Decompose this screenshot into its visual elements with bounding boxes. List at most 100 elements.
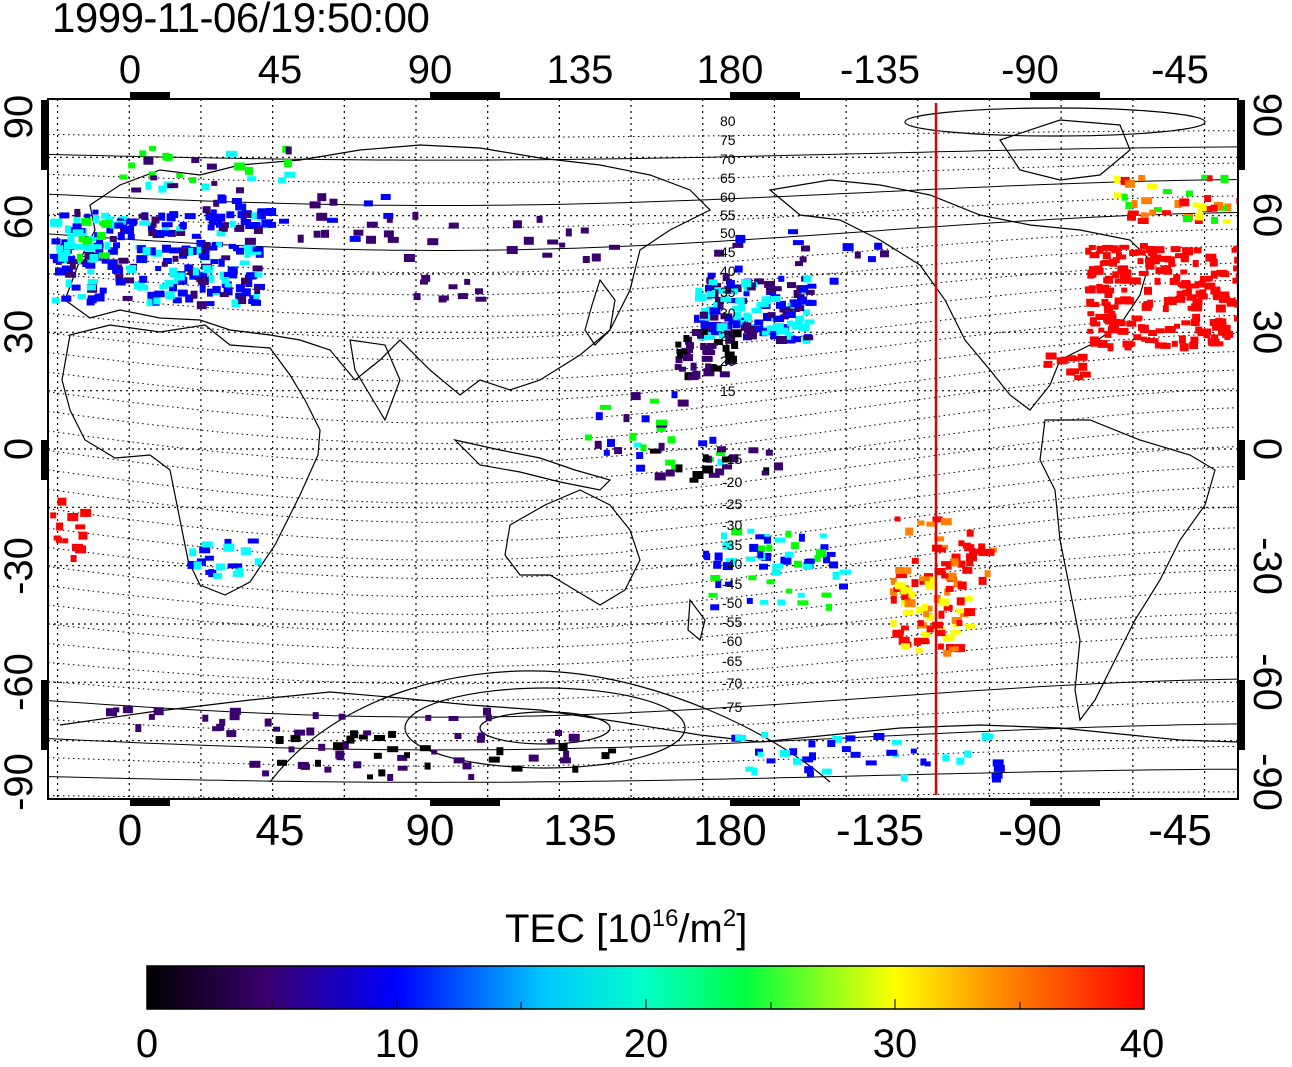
tec-sample	[1202, 276, 1213, 281]
tec-sample	[766, 545, 772, 552]
tec-sample	[713, 561, 721, 569]
tec-sample	[61, 296, 71, 302]
tec-sample	[1095, 268, 1104, 275]
lat-tick-right: 0	[1245, 438, 1289, 460]
tec-sample	[154, 707, 164, 715]
tec-sample	[127, 265, 136, 273]
tec-sample	[233, 571, 244, 577]
tec-sample	[992, 773, 1003, 779]
tec-sample	[1126, 321, 1136, 327]
tec-sample	[72, 285, 81, 291]
lon-tick-bottom: 90	[406, 806, 455, 855]
tec-sample	[744, 291, 750, 296]
tec-sample	[1128, 211, 1139, 216]
tec-sample	[185, 213, 196, 219]
tec-sample	[1148, 248, 1154, 256]
tec-sample	[941, 574, 948, 579]
tec-sample	[162, 222, 173, 227]
tec-sample	[387, 746, 398, 752]
contour-label: -50	[722, 595, 742, 611]
tec-sample	[116, 279, 126, 286]
tec-sample	[803, 564, 813, 570]
tec-sample	[257, 208, 268, 213]
tec-sample	[205, 556, 214, 561]
tec-sample	[1266, 173, 1277, 180]
tec-sample	[247, 176, 256, 181]
tec-sample	[1280, 182, 1289, 189]
lat-tick-left: 0	[0, 438, 41, 460]
tec-sample	[563, 751, 569, 758]
tec-sample	[367, 774, 373, 779]
tec-sample	[213, 573, 222, 579]
tec-sample	[1272, 292, 1282, 298]
tec-sample	[1103, 277, 1113, 283]
tec-sample	[84, 244, 95, 251]
tec-sample	[1272, 272, 1283, 279]
tec-sample	[1067, 355, 1076, 361]
tec-sample	[751, 768, 757, 776]
tec-sample	[57, 498, 66, 506]
tec-sample	[1147, 300, 1153, 308]
contour-labels: 8075706560555045403530252015-15-20-25-30…	[720, 113, 742, 715]
mlat-contour	[48, 613, 1238, 667]
mlat-contour	[48, 591, 1238, 649]
tec-sample	[87, 284, 96, 290]
tec-sample	[1239, 289, 1247, 296]
tec-sample	[1220, 271, 1229, 277]
tec-sample	[412, 212, 418, 220]
tec-sample	[241, 547, 251, 555]
tec-sample	[169, 247, 180, 253]
tec-sample	[191, 291, 198, 299]
tec-sample	[1155, 278, 1161, 285]
tec-sample	[636, 452, 643, 459]
tec-sample	[761, 732, 768, 738]
tec-sample	[52, 238, 61, 244]
tec-sample	[294, 730, 305, 736]
tec-sample	[234, 163, 245, 171]
tec-sample	[723, 345, 730, 352]
tec-sample	[701, 321, 709, 328]
tec-sample	[230, 221, 236, 228]
tec-sample	[88, 279, 98, 284]
tec-sample	[228, 563, 238, 568]
tec-sample	[1219, 296, 1230, 303]
tec-sample	[1195, 327, 1202, 334]
tec-sample	[1212, 260, 1218, 266]
tec-sample	[1180, 270, 1187, 275]
tec-sample	[1138, 258, 1144, 264]
tec-sample	[572, 766, 578, 773]
tec-sample	[827, 552, 836, 557]
tec-sample	[1074, 375, 1083, 380]
tec-sample	[595, 441, 602, 449]
tec-sample	[1261, 298, 1268, 306]
tec-sample	[1090, 317, 1097, 323]
tec-sample	[1145, 338, 1155, 343]
contour-label: 30	[720, 305, 736, 321]
contour-label: -65	[722, 653, 742, 669]
tec-sample	[1114, 176, 1120, 184]
tec-sample	[668, 436, 676, 443]
tec-sample	[78, 294, 86, 299]
tec-sample	[192, 234, 201, 239]
tec-sample	[903, 610, 914, 616]
tec-sample	[676, 464, 683, 472]
tec-sample	[809, 752, 816, 760]
tec-sample	[1240, 316, 1246, 323]
tec-sample	[1186, 191, 1193, 197]
tec-sample	[751, 308, 761, 313]
tec-sample	[705, 285, 712, 291]
tec-sample	[1085, 286, 1095, 293]
tec-sample	[965, 596, 973, 601]
tec-sample	[1162, 210, 1171, 215]
tec-sample	[1165, 326, 1176, 333]
tec-sample	[1242, 302, 1253, 307]
tec-sample	[414, 293, 421, 300]
tec-sample	[797, 297, 807, 305]
tec-sample	[905, 599, 916, 607]
tec-sample	[700, 312, 708, 319]
tec-sample	[775, 538, 786, 543]
tec-sample	[62, 538, 68, 543]
tec-sample	[950, 558, 959, 566]
tec-sample	[261, 219, 272, 227]
tec-sample	[1181, 320, 1190, 325]
